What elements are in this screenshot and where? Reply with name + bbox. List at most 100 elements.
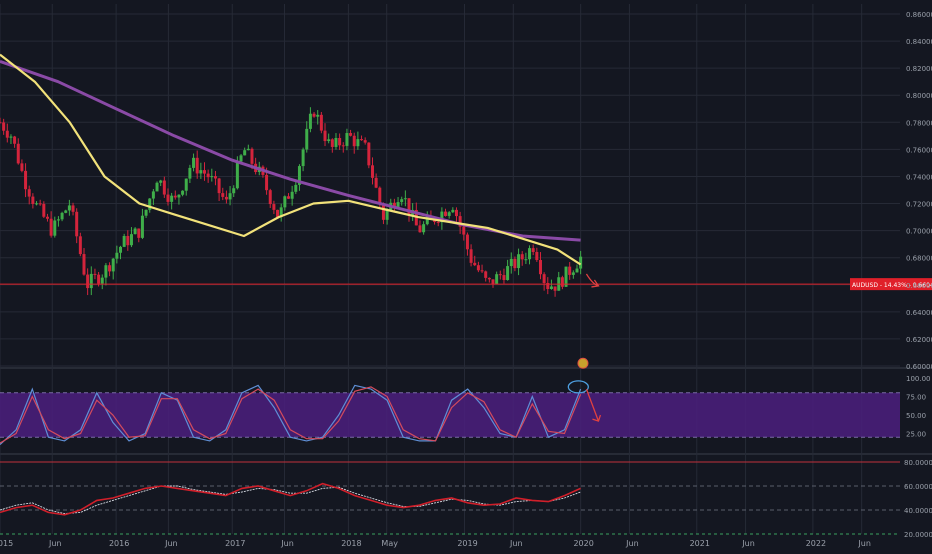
candle-body[interactable] [221, 193, 225, 197]
candle-body[interactable] [520, 254, 524, 260]
candle-body[interactable] [0, 122, 2, 124]
candle-body[interactable] [235, 161, 239, 189]
candle-body[interactable] [228, 193, 232, 200]
candle-body[interactable] [75, 211, 79, 237]
candle-body[interactable] [476, 265, 480, 271]
candle-body[interactable] [38, 203, 42, 205]
candle-body[interactable] [2, 122, 6, 131]
candle-body[interactable] [440, 211, 444, 223]
candle-body[interactable] [133, 228, 137, 235]
candle-body[interactable] [148, 198, 152, 210]
candle-body[interactable] [327, 139, 331, 142]
candle-body[interactable] [224, 196, 228, 200]
candle-body[interactable] [385, 209, 389, 220]
candle-body[interactable] [232, 188, 236, 194]
candle-body[interactable] [188, 167, 192, 179]
candle-body[interactable] [524, 259, 528, 261]
candle-body[interactable] [495, 274, 499, 285]
candle-body[interactable] [53, 220, 57, 236]
candle-body[interactable] [217, 178, 221, 194]
candle-body[interactable] [140, 215, 144, 238]
candle-body[interactable] [243, 150, 247, 156]
candle-body[interactable] [286, 196, 290, 199]
candle-body[interactable] [473, 262, 477, 266]
candle-body[interactable] [444, 211, 448, 216]
candle-body[interactable] [195, 157, 199, 174]
candle-body[interactable] [159, 180, 163, 183]
candle-body[interactable] [297, 166, 301, 185]
candle-body[interactable] [137, 228, 141, 238]
price-panel[interactable]: AUDUSD - 14.43% - 0.66047 [0, 53, 932, 369]
candle-body[interactable] [45, 216, 49, 219]
candle-body[interactable] [498, 274, 502, 276]
candle-body[interactable] [16, 143, 20, 164]
candle-body[interactable] [480, 270, 484, 272]
candle-body[interactable] [334, 137, 338, 147]
candle-body[interactable] [316, 114, 320, 117]
candle-body[interactable] [312, 113, 316, 117]
candle-body[interactable] [31, 196, 35, 204]
candle-body[interactable] [418, 225, 422, 233]
candle-body[interactable] [301, 149, 305, 167]
candle-body[interactable] [108, 265, 112, 272]
candle-body[interactable] [458, 216, 462, 227]
candle-body[interactable] [513, 258, 517, 269]
candle-body[interactable] [166, 194, 170, 202]
candle-body[interactable] [308, 113, 312, 129]
candle-body[interactable] [509, 258, 513, 267]
candle-body[interactable] [199, 170, 203, 174]
candle-body[interactable] [27, 189, 31, 197]
stochastic-panel[interactable] [0, 380, 900, 446]
candle-body[interactable] [535, 251, 539, 261]
candle-body[interactable] [111, 258, 115, 272]
candle-body[interactable] [86, 274, 90, 289]
candle-body[interactable] [151, 191, 155, 199]
candle-body[interactable] [24, 170, 28, 190]
candle-body[interactable] [571, 272, 575, 275]
candle-body[interactable] [49, 218, 53, 236]
candle-body[interactable] [170, 195, 174, 202]
candle-body[interactable] [491, 279, 495, 285]
candle-body[interactable] [129, 234, 133, 246]
candle-body[interactable] [294, 184, 298, 192]
candle-body[interactable] [345, 133, 349, 146]
candle-body[interactable] [465, 234, 469, 250]
candle-body[interactable] [265, 174, 269, 191]
candle-body[interactable] [60, 212, 64, 220]
candle-body[interactable] [177, 194, 181, 198]
candle-body[interactable] [122, 235, 126, 247]
candle-body[interactable] [13, 136, 17, 144]
candle-body[interactable] [538, 260, 542, 275]
candle-body[interactable] [5, 130, 9, 138]
candle-body[interactable] [330, 139, 334, 147]
candle-body[interactable] [203, 170, 207, 174]
candle-body[interactable] [323, 130, 327, 142]
event-marker-icon[interactable] [577, 357, 589, 369]
candle-body[interactable] [115, 252, 119, 259]
candle-body[interactable] [454, 209, 458, 217]
candle-body[interactable] [290, 191, 294, 199]
candle-body[interactable] [360, 139, 364, 141]
oscillator-panel[interactable] [0, 461, 900, 535]
candle-body[interactable] [506, 266, 510, 281]
candle-body[interactable] [451, 209, 455, 213]
candle-body[interactable] [78, 236, 82, 255]
candle-body[interactable] [517, 254, 521, 269]
candle-body[interactable] [422, 224, 426, 233]
candle-body[interactable] [447, 212, 451, 216]
candle-body[interactable] [469, 249, 473, 263]
candle-body[interactable] [425, 216, 429, 225]
candle-body[interactable] [462, 226, 466, 235]
candle-body[interactable] [363, 140, 367, 143]
candle-body[interactable] [352, 135, 356, 147]
candle-body[interactable] [542, 274, 546, 283]
candle-body[interactable] [502, 275, 506, 281]
candle-body[interactable] [436, 221, 440, 223]
candle-body[interactable] [246, 148, 250, 151]
candle-body[interactable] [553, 286, 557, 291]
candle-body[interactable] [173, 195, 177, 198]
candle-body[interactable] [305, 128, 309, 150]
candle-body[interactable] [367, 142, 371, 166]
candle-body[interactable] [319, 114, 323, 131]
